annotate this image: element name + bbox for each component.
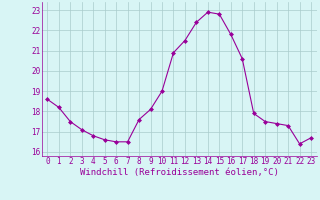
X-axis label: Windchill (Refroidissement éolien,°C): Windchill (Refroidissement éolien,°C)	[80, 168, 279, 177]
